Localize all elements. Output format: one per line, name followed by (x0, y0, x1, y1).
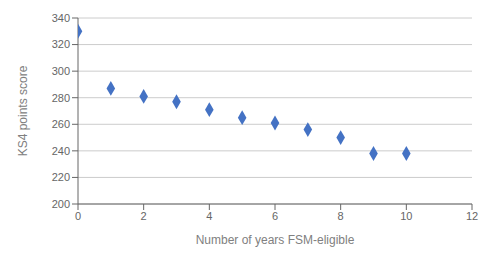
svg-text:6: 6 (272, 210, 278, 222)
svg-text:KS4 points score: KS4 points score (16, 65, 30, 156)
svg-text:280: 280 (52, 92, 70, 104)
svg-text:200: 200 (52, 198, 70, 210)
svg-text:300: 300 (52, 65, 70, 77)
svg-text:Number of years FSM-eligible: Number of years FSM-eligible (196, 233, 355, 247)
svg-text:320: 320 (52, 38, 70, 50)
svg-text:240: 240 (52, 145, 70, 157)
svg-text:0: 0 (75, 210, 81, 222)
svg-text:10: 10 (400, 210, 412, 222)
svg-text:260: 260 (52, 118, 70, 130)
svg-text:340: 340 (52, 12, 70, 24)
svg-text:4: 4 (206, 210, 212, 222)
svg-text:8: 8 (338, 210, 344, 222)
svg-text:2: 2 (141, 210, 147, 222)
svg-text:12: 12 (466, 210, 478, 222)
svg-text:220: 220 (52, 171, 70, 183)
